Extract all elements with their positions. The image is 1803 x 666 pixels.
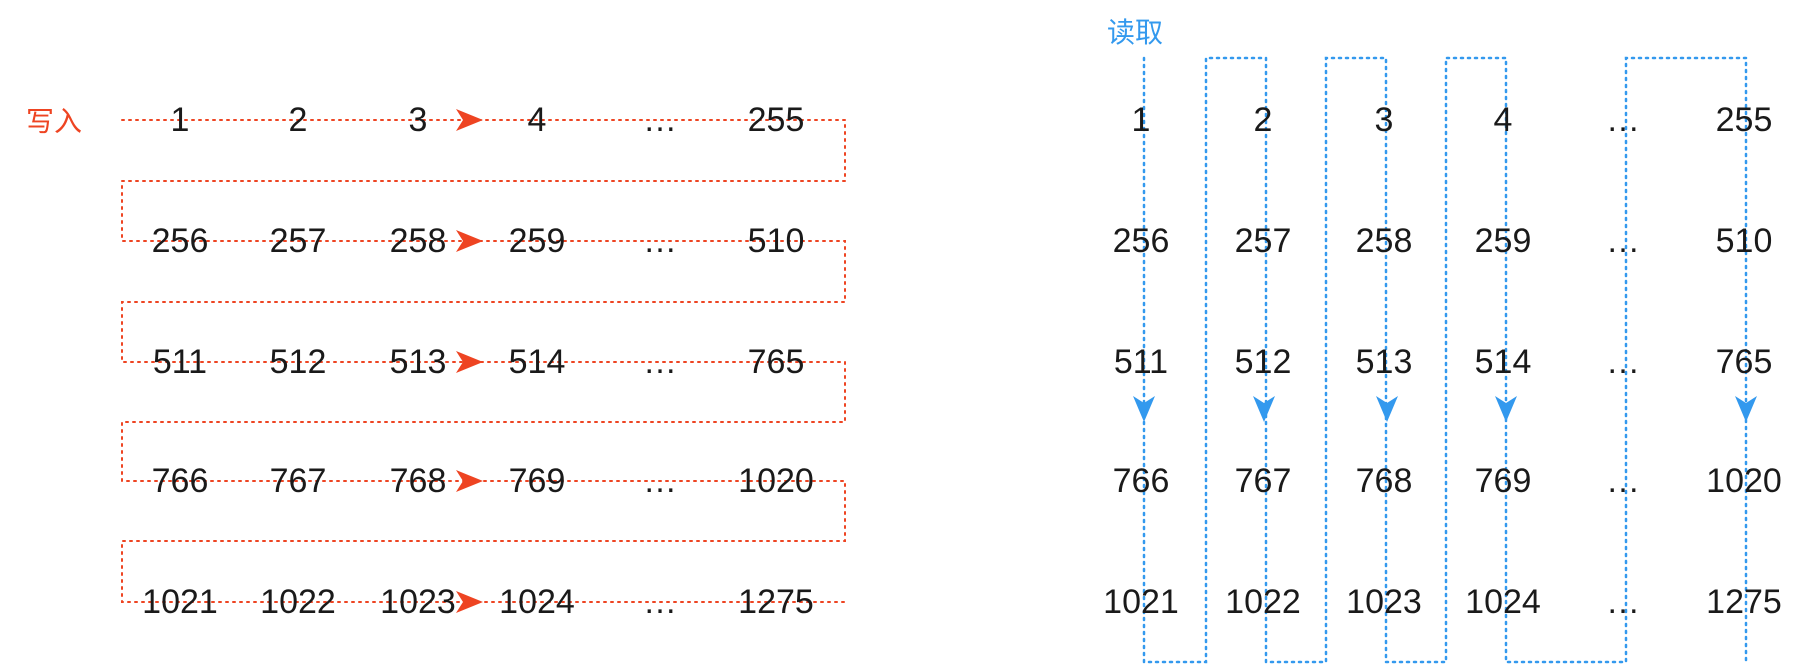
read-cell-r5-c6: 1275 [1706,583,1782,621]
write-cell-r5-c5: … [643,583,677,621]
read-cell-r2-c1: 256 [1113,222,1170,260]
write-cell-r4-c5: … [643,462,677,500]
read-cell-r2-c3: 258 [1356,222,1413,260]
write-cell-r5-c4: 1024 [499,583,575,621]
write-cell-r2-c1: 256 [152,222,209,260]
read-cell-r4-c1: 766 [1113,462,1170,500]
write-cell-r1-c2: 2 [289,101,308,139]
read-cell-r4-c6: 1020 [1706,462,1782,500]
write-grid: 1 2 3 4 … 255 256 257 258 259 … 510 511 512 513 514 … 765… [142,101,814,621]
write-cell-r3-c1: 511 [153,343,207,381]
write-cell-r4-c3: 768 [390,462,447,500]
write-cell-r5-c6: 1275 [738,583,814,621]
read-cell-r1-c6: 255 [1716,101,1773,139]
read-cell-r5-c3: 1023 [1346,583,1422,621]
read-cell-r1-c1: 1 [1132,101,1151,139]
read-cell-r2-c4: 259 [1475,222,1532,260]
read-arrow-col-4 [1495,396,1517,422]
read-arrow-col-3 [1376,396,1398,422]
write-cell-r1-c3: 3 [409,101,428,139]
write-arrow-row-2 [456,230,483,252]
write-cell-r4-c1: 766 [152,462,209,500]
read-cell-r3-c4: 514 [1475,343,1532,381]
write-cell-r2-c6: 510 [748,222,805,260]
read-grid: 1 2 3 4 … 255 256 257 258 259 … 510 511 512 513 514 … 765… [1103,101,1782,621]
write-path-group [121,119,846,603]
write-arrow-row-3 [456,351,483,373]
write-arrow-row-1 [456,109,483,131]
read-path-group [1142,56,1748,664]
read-label: 读取 [1107,17,1163,48]
read-cell-r2-c5: … [1606,222,1640,260]
read-cell-r2-c2: 257 [1235,222,1292,260]
read-cell-r3-c6: 765 [1716,343,1773,381]
read-cell-r5-c1: 1021 [1103,583,1179,621]
write-cell-r1-c6: 255 [748,101,805,139]
write-cell-r2-c5: … [643,222,677,260]
read-cell-r3-c5: … [1606,343,1640,381]
read-cell-r4-c3: 768 [1356,462,1413,500]
write-cell-r4-c2: 767 [270,462,327,500]
read-cell-r3-c1: 511 [1114,343,1168,381]
write-cell-r3-c3: 513 [390,343,447,381]
write-arrow-row-4 [456,470,483,492]
read-arrow-col-2 [1253,396,1275,422]
read-arrow-col-1 [1133,396,1155,422]
write-cell-r4-c4: 769 [509,462,566,500]
read-cell-r5-c4: 1024 [1465,583,1541,621]
write-cell-r3-c4: 514 [509,343,566,381]
write-arrow-row-5 [456,591,483,613]
write-cell-r2-c3: 258 [390,222,447,260]
write-cell-r2-c2: 257 [270,222,327,260]
write-cell-r3-c5: … [643,343,677,381]
write-cell-r4-c6: 1020 [738,462,814,500]
read-cell-r4-c5: … [1606,462,1640,500]
write-label: 写入 [26,106,82,137]
write-path [121,119,846,603]
read-cell-r3-c2: 512 [1235,343,1292,381]
read-cell-r4-c4: 769 [1475,462,1532,500]
read-path [1142,56,1748,664]
write-cell-r1-c1: 1 [171,101,190,139]
read-cell-r1-c3: 3 [1375,101,1394,139]
read-cell-r2-c6: 510 [1716,222,1773,260]
read-cell-r1-c4: 4 [1494,101,1513,139]
write-cell-r1-c4: 4 [528,101,547,139]
write-cell-r3-c6: 765 [748,343,805,381]
write-cell-r5-c2: 1022 [260,583,336,621]
read-arrow-col-6 [1735,396,1757,422]
write-cell-r2-c4: 259 [509,222,566,260]
write-arrows [456,109,483,613]
write-cell-r5-c3: 1023 [380,583,456,621]
write-cell-r5-c1: 1021 [142,583,218,621]
read-cell-r4-c2: 767 [1235,462,1292,500]
read-cell-r1-c5: … [1606,101,1640,139]
read-cell-r5-c2: 1022 [1225,583,1301,621]
read-cell-r5-c5: … [1606,583,1640,621]
read-cell-r3-c3: 513 [1356,343,1413,381]
write-cell-r3-c2: 512 [270,343,327,381]
read-arrows [1133,396,1757,422]
read-cell-r1-c2: 2 [1254,101,1273,139]
write-cell-r1-c5: … [643,101,677,139]
